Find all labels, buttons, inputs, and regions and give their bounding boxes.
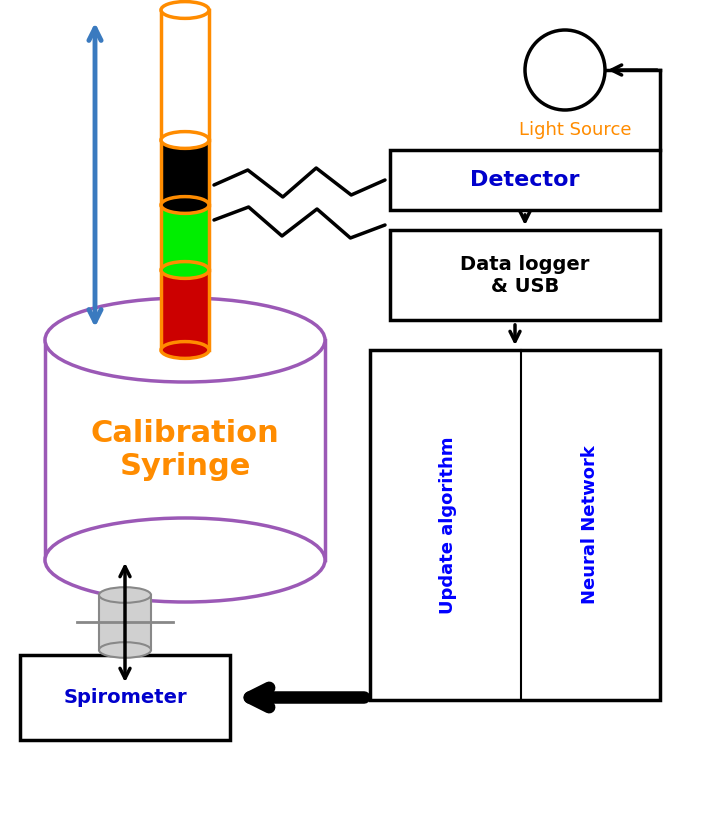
Polygon shape — [161, 270, 209, 350]
Text: Update algorithm: Update algorithm — [440, 437, 457, 613]
Text: Light Source: Light Source — [519, 121, 631, 139]
Text: Data logger
& USB: Data logger & USB — [461, 255, 590, 295]
Polygon shape — [161, 205, 209, 270]
Circle shape — [525, 30, 605, 110]
Ellipse shape — [161, 197, 209, 213]
Ellipse shape — [99, 587, 151, 603]
Polygon shape — [45, 340, 325, 560]
Polygon shape — [161, 140, 209, 205]
Text: Neural Network: Neural Network — [581, 446, 599, 604]
Polygon shape — [99, 595, 151, 650]
Text: Calibration
Syringe: Calibration Syringe — [90, 418, 280, 481]
FancyBboxPatch shape — [390, 150, 660, 210]
Ellipse shape — [161, 132, 209, 149]
Ellipse shape — [161, 261, 209, 278]
Polygon shape — [161, 10, 209, 140]
FancyBboxPatch shape — [20, 655, 230, 740]
Ellipse shape — [99, 642, 151, 658]
Ellipse shape — [45, 518, 325, 602]
FancyBboxPatch shape — [390, 230, 660, 320]
Text: Detector: Detector — [470, 170, 580, 190]
Ellipse shape — [45, 298, 325, 382]
Text: Spirometer: Spirometer — [63, 688, 186, 707]
FancyBboxPatch shape — [370, 350, 660, 700]
Ellipse shape — [161, 2, 209, 18]
Ellipse shape — [161, 342, 209, 359]
